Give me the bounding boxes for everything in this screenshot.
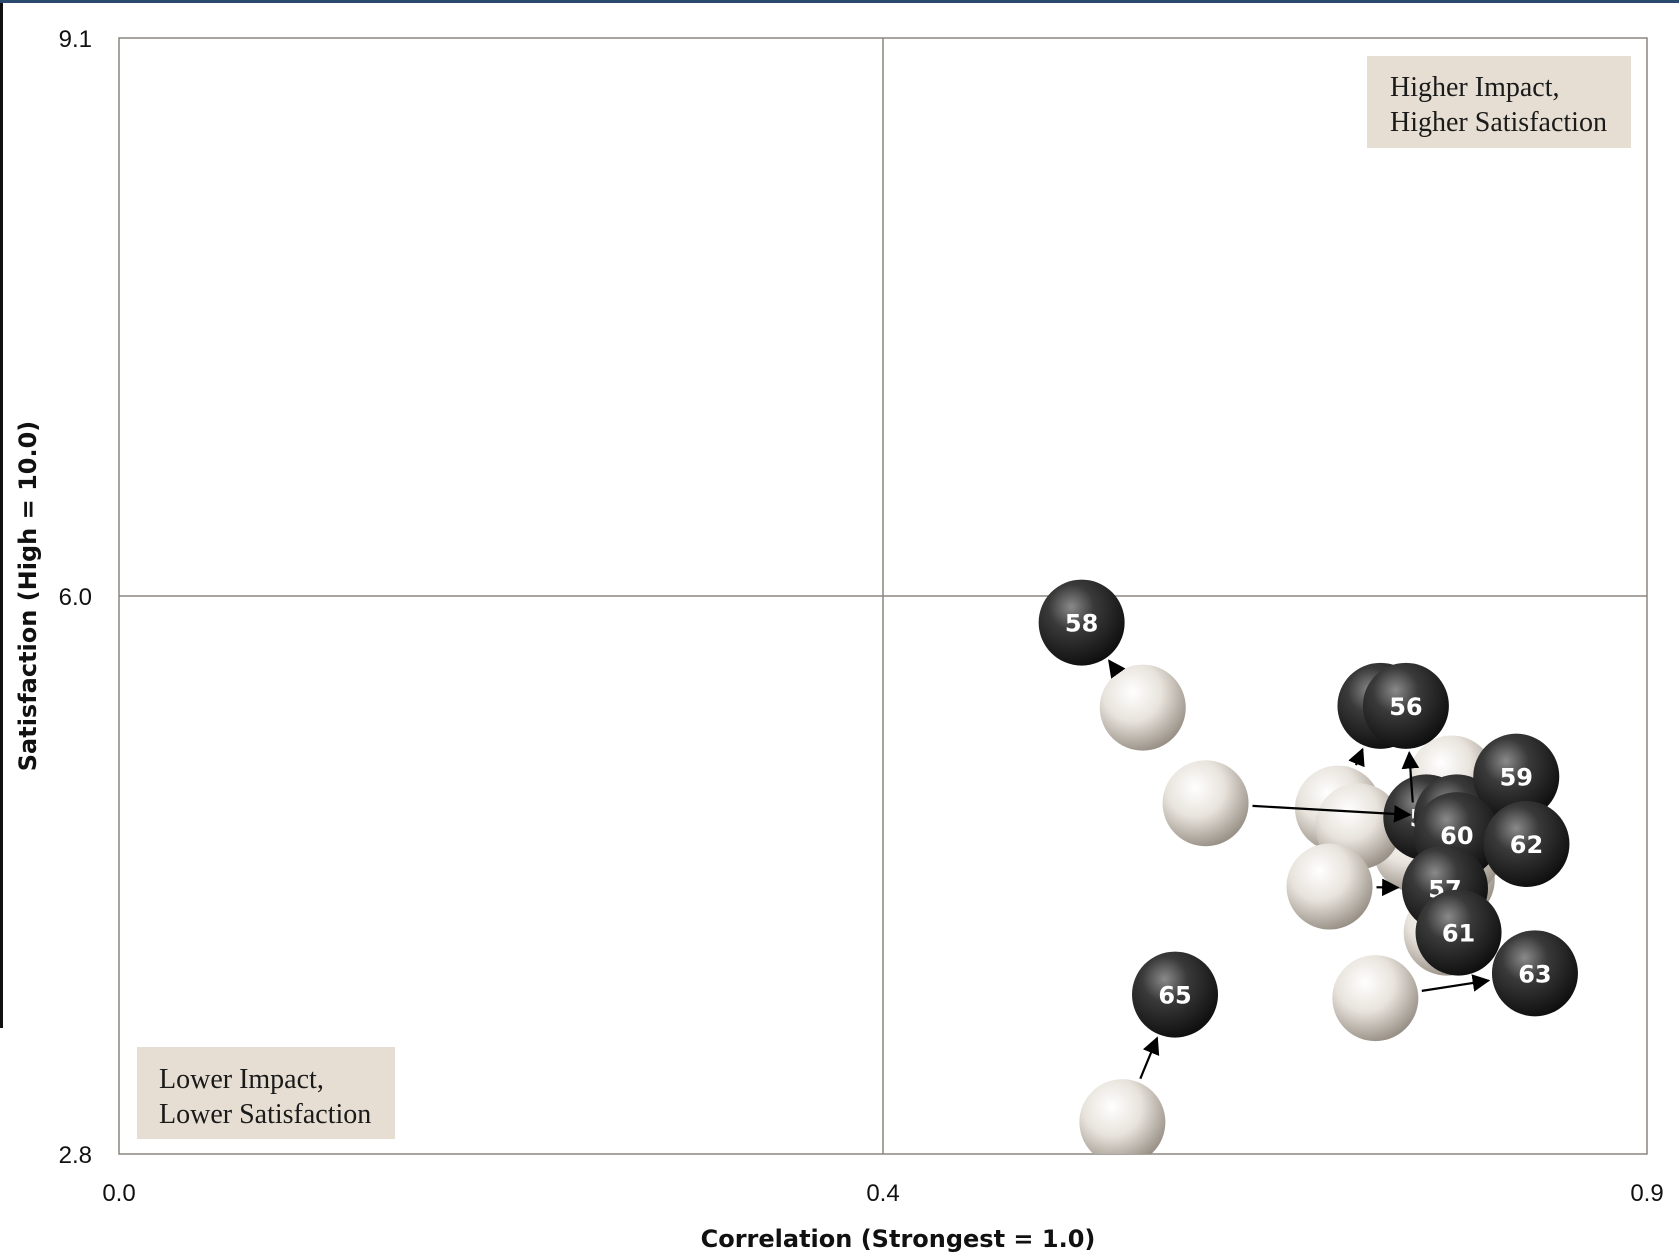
current-bubble	[1362, 662, 1449, 749]
bubble-label: 59	[1500, 764, 1533, 792]
change-arrow	[1108, 659, 1126, 679]
y-tick-label: 6.0	[59, 584, 92, 611]
axis-ticks: 0.0 0.4 0.9 9.1 6.0 2.8	[59, 26, 1664, 1207]
previous-bubble	[1079, 1079, 1166, 1154]
change-arrow	[1348, 747, 1365, 768]
x-tick-label: 0.4	[866, 1180, 899, 1207]
change-arrow	[1139, 1036, 1160, 1080]
bubble-label: 61	[1442, 920, 1475, 948]
left-border	[0, 3, 3, 1028]
y-axis-title: Satisfaction (High = 10.0)	[14, 421, 42, 772]
current-bubbles: 585456556459606257616365	[1038, 579, 1578, 1038]
change-arrows	[1108, 659, 1491, 1080]
current-bubble	[1132, 951, 1219, 1038]
previous-bubble	[1286, 843, 1373, 930]
previous-bubble	[1162, 760, 1249, 847]
current-bubble	[1038, 579, 1125, 666]
change-arrow	[1421, 974, 1491, 992]
previous-bubble	[1332, 955, 1419, 1042]
quadrant-label-top-right: Higher Impact, Higher Satisfaction	[1367, 56, 1631, 148]
previous-bubble	[1099, 664, 1186, 751]
bubble-label: 65	[1158, 982, 1191, 1010]
bubble-label: 58	[1065, 610, 1098, 638]
current-bubble	[1491, 930, 1578, 1017]
bubble-label: 56	[1389, 693, 1422, 721]
y-tick-label: 9.1	[59, 26, 92, 53]
quadrant-label-line: Higher Impact,	[1390, 72, 1560, 103]
bubble-label: 62	[1510, 831, 1543, 859]
x-tick-label: 0.9	[1630, 1180, 1663, 1207]
x-tick-label: 0.0	[102, 1180, 135, 1207]
change-arrow	[1252, 804, 1412, 823]
current-bubble	[1415, 889, 1502, 976]
y-tick-label: 2.8	[59, 1142, 92, 1169]
quadrant-label-line: Lower Satisfaction	[159, 1099, 371, 1130]
top-border	[0, 0, 1679, 3]
quadrant-label-line: Higher Satisfaction	[1390, 107, 1607, 138]
change-arrow	[1401, 750, 1420, 803]
x-axis-title: Correlation (Strongest = 1.0)	[701, 1225, 1096, 1253]
quadrant-label-line: Lower Impact,	[159, 1064, 324, 1095]
current-bubble	[1473, 733, 1560, 820]
bubble-label: 63	[1518, 960, 1551, 988]
current-bubble	[1483, 801, 1570, 887]
quadrant-label-bottom-left: Lower Impact, Lower Satisfaction	[137, 1047, 395, 1139]
